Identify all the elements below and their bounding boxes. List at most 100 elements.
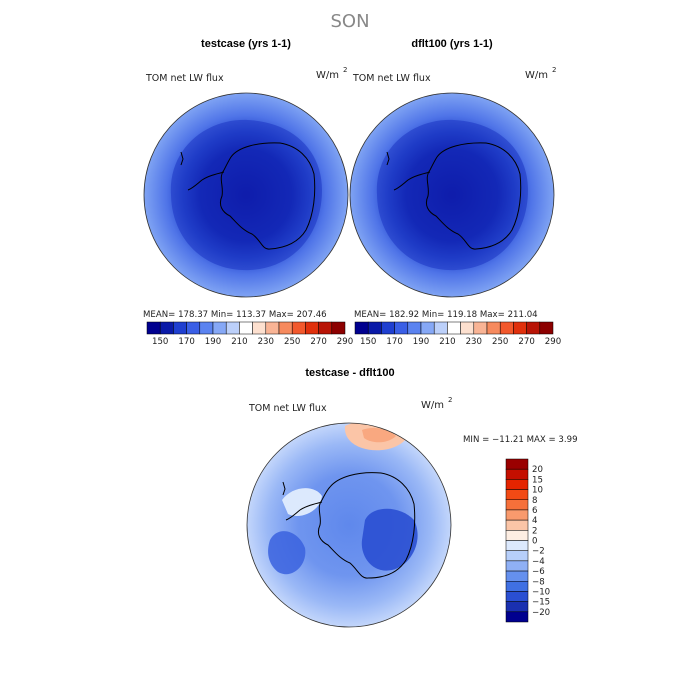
colorbar-swatch xyxy=(505,570,529,582)
panel-title: dflt100 (yrs 1-1) xyxy=(411,38,493,50)
colorbar-level-label: −10 xyxy=(532,587,550,597)
positive-anomaly-core xyxy=(362,428,396,443)
colorbar-swatch xyxy=(354,321,369,335)
panel-title: testcase (yrs 1-1) xyxy=(201,38,291,50)
units-superscript: 2 xyxy=(552,66,556,74)
units-label: W/m xyxy=(525,70,548,81)
mid-contour xyxy=(376,119,528,271)
colorbar-swatch xyxy=(433,321,448,335)
colorbar-level-label: 8 xyxy=(532,496,537,506)
colorbar-swatch xyxy=(367,321,382,335)
colorbar-swatch xyxy=(239,321,253,335)
colorbar-level-label: 2 xyxy=(532,526,537,536)
colorbar-swatch xyxy=(505,509,529,521)
colorbar-tick-label: 290 xyxy=(545,337,561,347)
colorbar-tick-label: 230 xyxy=(466,337,482,347)
colorbar-swatch xyxy=(505,530,529,541)
colorbar-level-label: 20 xyxy=(532,465,543,475)
colorbar-swatch xyxy=(513,321,527,335)
colorbar-swatch xyxy=(486,321,501,335)
colorbar-tick-label: 190 xyxy=(205,337,221,347)
colorbar-swatch xyxy=(394,321,409,335)
polar-map xyxy=(349,92,555,298)
stats-line: MEAN= 182.92 Min= 119.18 Max= 211.04 xyxy=(354,310,538,320)
colorbar-tick-label: 270 xyxy=(518,337,534,347)
colorbar-swatch xyxy=(505,489,529,500)
colorbar-tick-label: 150 xyxy=(152,337,168,347)
colorbar-level-label: 15 xyxy=(532,475,543,485)
colorbar-swatch xyxy=(539,321,554,335)
colorbar-swatch xyxy=(505,458,529,470)
colorbar-swatch xyxy=(505,468,529,480)
stats-line: MEAN= 178.37 Min= 113.37 Max= 207.46 xyxy=(143,310,327,320)
island xyxy=(386,151,390,166)
colorbar-swatch xyxy=(381,321,395,335)
colorbar-swatch xyxy=(331,321,346,335)
colorbar-tick-label: 170 xyxy=(386,337,402,347)
colorbar-tick-label: 170 xyxy=(178,337,194,347)
colorbar-swatch xyxy=(505,611,529,623)
colorbar-swatch xyxy=(212,321,227,335)
colorbar-absolute-right: 150 170 190 210 230 250 270 290 xyxy=(354,321,561,347)
colorbar-swatch xyxy=(505,540,529,551)
colorbar-swatch xyxy=(505,560,529,572)
colorbar-swatch xyxy=(407,321,422,335)
peninsula xyxy=(187,171,225,191)
colorbar-level-label: 0 xyxy=(532,537,537,547)
colorbar-swatch xyxy=(505,499,529,511)
variable-label: TOM net LW flux xyxy=(352,73,431,84)
colorbar-swatch xyxy=(505,601,529,613)
colorbar-level-label: 10 xyxy=(532,486,543,496)
light-band xyxy=(282,488,322,516)
antarctica-shape xyxy=(425,142,522,250)
colorbar-swatch xyxy=(420,321,435,335)
min-max-line: MIN = −11.21 MAX = 3.99 xyxy=(463,435,578,445)
colorbar-tick-label: 190 xyxy=(413,337,429,347)
colorbar-swatch xyxy=(225,321,240,335)
colorbar-swatch xyxy=(252,321,267,335)
colorbar-absolute-left: 150 170 190 210 230 250 270 290 xyxy=(146,321,353,347)
colorbar-swatch xyxy=(199,321,214,335)
colorbar-swatch xyxy=(460,321,475,335)
panel-dflt100: dflt100 (yrs 1-1) TOM net LW flux W/m 2 … xyxy=(349,38,561,347)
colorbar-level-label: −15 xyxy=(532,598,550,608)
colorbar-swatch xyxy=(305,321,319,335)
peninsula xyxy=(393,171,431,191)
colorbar-level-label: −20 xyxy=(532,608,550,618)
colorbar-swatch xyxy=(499,321,514,335)
colorbar-level-label: 6 xyxy=(532,506,537,516)
colorbar-swatch xyxy=(291,321,306,335)
polar-map xyxy=(246,422,452,628)
colorbar-swatch xyxy=(186,321,201,335)
polar-map xyxy=(143,92,349,298)
panel-difference: testcase - dflt100 TOM net LW flux W/m 2… xyxy=(246,367,578,628)
colorbar-tick-label: 250 xyxy=(492,337,508,347)
antarctica-shape xyxy=(317,472,416,579)
colorbar-level-label: −2 xyxy=(532,547,545,557)
colorbar-swatch xyxy=(505,550,529,562)
negative-anomaly-west xyxy=(268,531,306,575)
colorbar-swatch xyxy=(159,321,174,335)
colorbar-swatch xyxy=(447,321,461,335)
island xyxy=(282,481,286,496)
colorbar-level-label: −6 xyxy=(532,567,545,577)
colorbar-swatch xyxy=(473,321,488,335)
units-label: W/m xyxy=(316,70,339,81)
units-superscript: 2 xyxy=(448,396,452,404)
colorbar-swatch xyxy=(526,321,541,335)
peninsula xyxy=(285,501,323,521)
colorbar-swatch xyxy=(505,581,529,592)
negative-anomaly xyxy=(361,508,418,571)
colorbar-tick-label: 210 xyxy=(231,337,247,347)
mid-contour xyxy=(170,119,322,271)
colorbar-tick-label: 270 xyxy=(310,337,326,347)
island xyxy=(180,151,184,166)
colorbar-swatch xyxy=(318,321,333,335)
colorbar-tick-label: 150 xyxy=(360,337,376,347)
colorbar-tick-label: 230 xyxy=(258,337,274,347)
colorbar-swatch xyxy=(505,479,529,490)
colorbar-swatch xyxy=(278,321,293,335)
colorbar-tick-label: 210 xyxy=(439,337,455,347)
